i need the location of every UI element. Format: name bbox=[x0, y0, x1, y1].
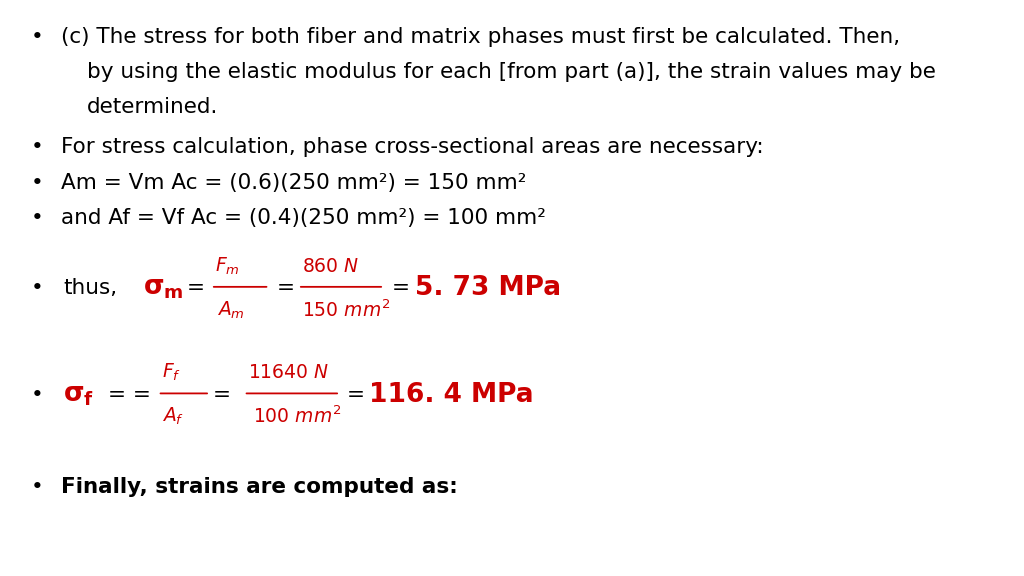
Text: 5. 73 MPa: 5. 73 MPa bbox=[415, 275, 561, 301]
Text: =: = bbox=[392, 278, 411, 298]
Text: =: = bbox=[347, 385, 366, 404]
Text: •: • bbox=[31, 385, 43, 404]
Text: $\mathit{150\ mm^2}$: $\mathit{150\ mm^2}$ bbox=[302, 299, 390, 321]
Text: •: • bbox=[31, 209, 43, 228]
Text: = =: = = bbox=[108, 385, 151, 404]
Text: (c) The stress for both fiber and matrix phases must first be calculated. Then,: (c) The stress for both fiber and matrix… bbox=[61, 28, 900, 47]
Text: $\mathit{860\ N}$: $\mathit{860\ N}$ bbox=[302, 257, 359, 275]
Text: For stress calculation, phase cross-sectional areas are necessary:: For stress calculation, phase cross-sect… bbox=[61, 137, 764, 157]
Text: $\mathit{F_f}$: $\mathit{F_f}$ bbox=[162, 362, 181, 383]
Text: $\mathit{F_m}$: $\mathit{F_m}$ bbox=[215, 256, 240, 276]
Text: $\mathit{A_m}$: $\mathit{A_m}$ bbox=[217, 300, 245, 320]
Text: determined.: determined. bbox=[87, 97, 218, 116]
Text: $\mathit{100\ mm^2}$: $\mathit{100\ mm^2}$ bbox=[253, 406, 341, 427]
Text: $\mathit{11640\ N}$: $\mathit{11640\ N}$ bbox=[248, 363, 329, 382]
Text: and Af = Vf Ac = (0.4)(250 mm²) = 100 mm²: and Af = Vf Ac = (0.4)(250 mm²) = 100 mm… bbox=[61, 209, 547, 228]
Text: by using the elastic modulus for each [from part (a)], the strain values may be: by using the elastic modulus for each [f… bbox=[87, 62, 936, 82]
Text: •: • bbox=[31, 28, 43, 47]
Text: Finally, strains are computed as:: Finally, strains are computed as: bbox=[61, 477, 458, 497]
Text: =: = bbox=[276, 278, 295, 298]
Text: $\mathbf{\sigma_f}$: $\mathbf{\sigma_f}$ bbox=[63, 381, 94, 408]
Text: 116. 4 MPa: 116. 4 MPa bbox=[369, 381, 534, 408]
Text: •: • bbox=[31, 278, 43, 298]
Text: $\mathit{A_f}$: $\mathit{A_f}$ bbox=[162, 406, 184, 427]
Text: $\mathbf{\sigma_m}$: $\mathbf{\sigma_m}$ bbox=[143, 275, 184, 301]
Text: •: • bbox=[31, 137, 43, 157]
Text: =: = bbox=[213, 385, 231, 404]
Text: •: • bbox=[31, 477, 43, 497]
Text: =: = bbox=[186, 278, 205, 298]
Text: •: • bbox=[31, 173, 43, 192]
Text: thus,: thus, bbox=[63, 278, 118, 298]
Text: Am = Vm Ac = (0.6)(250 mm²) = 150 mm²: Am = Vm Ac = (0.6)(250 mm²) = 150 mm² bbox=[61, 173, 526, 192]
